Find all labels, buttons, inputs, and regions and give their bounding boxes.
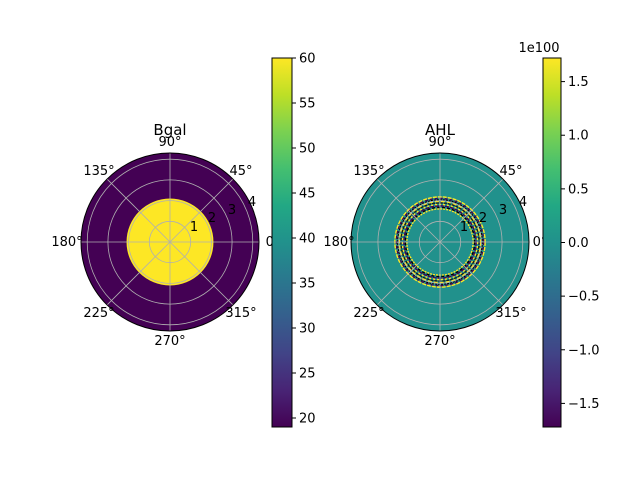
colorbar-tick-label: 20	[299, 412, 316, 427]
colorbar-tick-label: 60	[299, 52, 316, 67]
bgal-grid	[81, 153, 259, 331]
theta-tick-label: 225°	[83, 306, 114, 321]
bgal-panel: Bgal 0° 45° 90° 135° 180° 225° 270° 315°…	[51, 52, 316, 428]
theta-grid-line	[169, 178, 234, 243]
ahl-colorbar: 1e100 −1.5 −1.0 −0.5 0.0 0.5 1.0 1.5	[518, 41, 600, 428]
ahl-r-ticks: 1 2 3 4	[460, 195, 527, 235]
r-tick-label: 4	[519, 195, 527, 210]
colorbar-tick-label: 1.0	[568, 129, 589, 144]
theta-tick-label: 270°	[424, 334, 455, 349]
theta-tick-label: 90°	[428, 135, 451, 150]
theta-grid-line	[376, 241, 441, 306]
theta-tick-label: 315°	[495, 306, 526, 321]
theta-grid-line	[169, 241, 234, 306]
colorbar-tick-label: 1.5	[568, 75, 589, 90]
colorbar-tick-label: −0.5	[568, 290, 600, 305]
r-tick-label: 4	[248, 195, 256, 210]
colorbar-tick-label: 0.0	[568, 236, 589, 251]
r-tick-label: 2	[479, 211, 487, 226]
colorbar-tick-label: 30	[299, 322, 316, 337]
colorbar-tick-label: 40	[299, 232, 316, 247]
theta-tick-label: 180°	[323, 235, 354, 250]
r-tick-label: 1	[190, 220, 198, 235]
theta-grid-line	[439, 178, 504, 243]
colorbar-tick-label: 25	[299, 367, 316, 382]
ahl-colorbar-bar	[542, 57, 562, 428]
theta-tick-label: 135°	[83, 164, 114, 179]
theta-grid-line	[439, 241, 504, 306]
ahl-grid	[351, 153, 529, 331]
bgal-title: Bgal	[153, 121, 186, 139]
colorbar-tick-label: 55	[299, 97, 316, 112]
bgal-colorbar-bar	[271, 57, 293, 428]
r-tick-label: 3	[228, 203, 236, 218]
bgal-colorbar-ticks: 20 25 30 35 40 45 50 55 60	[292, 52, 316, 427]
bgal-colorbar: 20 25 30 35 40 45 50 55 60	[271, 52, 316, 428]
theta-grid-line	[106, 178, 171, 243]
ahl-title: AHL	[425, 121, 456, 139]
theta-grid-line	[106, 241, 171, 306]
colorbar-tick-label: 50	[299, 142, 316, 157]
ahl-colorbar-ticks: −1.5 −1.0 −0.5 0.0 0.5 1.0 1.5	[561, 75, 600, 412]
colorbar-tick-label: 0.5	[568, 182, 589, 197]
r-tick-label: 3	[499, 203, 507, 218]
theta-grid-line	[376, 178, 441, 243]
r-tick-label: 2	[208, 211, 216, 226]
theta-tick-label: 90°	[158, 135, 181, 150]
colorbar-tick-label: 35	[299, 277, 316, 292]
colorbar-tick-label: 45	[299, 187, 316, 202]
theta-tick-label: 135°	[353, 164, 384, 179]
bgal-theta-ticks: 0° 45° 90° 135° 180° 225° 270° 315°	[51, 135, 280, 349]
ahl-theta-ticks: 0° 45° 90° 135° 180° 225° 270° 315°	[323, 135, 547, 349]
colorbar-tick-label: −1.0	[568, 343, 600, 358]
theta-tick-label: 315°	[225, 306, 256, 321]
bgal-r-ticks: 1 2 3 4	[190, 195, 256, 235]
theta-tick-label: 180°	[51, 235, 82, 250]
theta-tick-label: 45°	[499, 164, 522, 179]
colorbar-tick-label: −1.5	[568, 397, 600, 412]
bgal-polar-frame	[80, 152, 260, 332]
theta-tick-label: 225°	[353, 306, 384, 321]
ahl-panel: AHL 0° 45° 90° 135° 180° 225° 270° 315° …	[323, 41, 600, 428]
r-tick-label: 1	[460, 220, 468, 235]
ahl-polar-frame	[350, 152, 530, 332]
theta-tick-label: 270°	[154, 334, 185, 349]
ahl-colorbar-offset-label: 1e100	[518, 41, 559, 56]
theta-tick-label: 45°	[229, 164, 252, 179]
